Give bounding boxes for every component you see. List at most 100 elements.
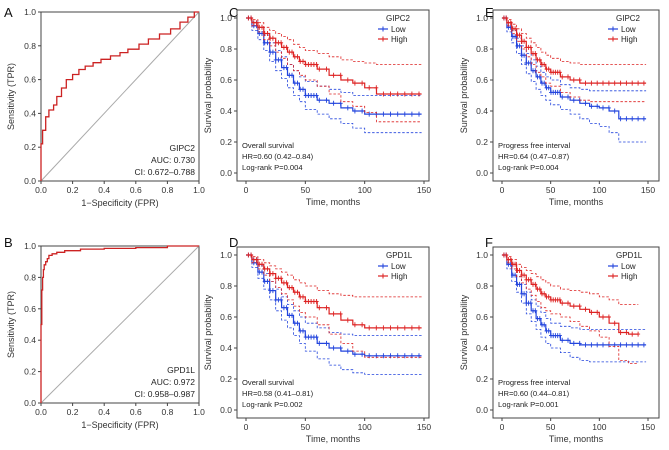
auc-label: AUC: 0.972 bbox=[151, 377, 195, 387]
ci-label: CI: 0.958–0.987 bbox=[135, 389, 196, 399]
plot-frame bbox=[236, 9, 430, 182]
high-censor-mark bbox=[522, 38, 527, 44]
low-censor-mark bbox=[409, 111, 414, 117]
y-axis-title: Sensitivity (TPR) bbox=[6, 291, 16, 358]
low-censor-mark bbox=[612, 108, 617, 114]
low-ci-lower bbox=[246, 254, 422, 375]
high-censor-mark bbox=[533, 281, 538, 287]
high-censor-mark bbox=[508, 20, 513, 26]
high-censor-mark bbox=[317, 66, 322, 72]
high-ci-upper bbox=[502, 254, 639, 305]
y-tick-label: 0.4 bbox=[220, 343, 232, 353]
y-tick-label: 0.2 bbox=[220, 137, 232, 147]
y-axis-title: Survival probability bbox=[459, 294, 469, 370]
stat-annotation: Log-rank P=0.001 bbox=[498, 400, 559, 409]
low-censor-mark bbox=[402, 353, 407, 359]
high-censor-mark bbox=[577, 77, 582, 83]
x-tick-label: 0 bbox=[500, 185, 505, 195]
high-censor-mark bbox=[260, 261, 264, 267]
low-censor-mark bbox=[560, 337, 565, 343]
high-censor-mark bbox=[270, 271, 275, 277]
high-censor-mark bbox=[290, 49, 294, 55]
high-censor-mark bbox=[265, 266, 270, 272]
high-censor-mark bbox=[504, 15, 509, 21]
x-tick-label: 100 bbox=[592, 422, 606, 432]
high-censor-mark bbox=[589, 80, 594, 86]
legend-label-low: Low bbox=[621, 262, 636, 271]
low-censor-mark bbox=[331, 100, 336, 106]
x-tick-label: 0.4 bbox=[98, 185, 110, 195]
high-censor-mark bbox=[381, 91, 386, 97]
y-tick-label: 0.0 bbox=[24, 398, 36, 408]
x-tick-label: 100 bbox=[358, 185, 372, 195]
high-censor-mark bbox=[528, 44, 533, 50]
low-censor-mark bbox=[589, 342, 594, 348]
auc-label: AUC: 0.730 bbox=[151, 155, 195, 165]
low-censor-mark bbox=[317, 97, 322, 103]
low-censor-mark bbox=[314, 334, 319, 340]
low-censor-mark bbox=[546, 85, 551, 91]
high-censor-mark bbox=[409, 91, 414, 97]
x-tick-label: 0.8 bbox=[161, 407, 173, 417]
stat-annotation: Log-rank P=0.002 bbox=[242, 400, 303, 409]
y-tick-label: 0.8 bbox=[476, 44, 488, 54]
y-tick-label: 0.6 bbox=[476, 312, 488, 322]
low-censor-mark bbox=[352, 351, 357, 357]
high-ci-lower bbox=[502, 254, 639, 364]
low-censor-mark bbox=[324, 340, 329, 346]
low-survival-curve bbox=[502, 17, 647, 120]
low-censor-mark bbox=[571, 97, 576, 103]
x-tick-label: 1.0 bbox=[193, 185, 205, 195]
legend-swatch-cross bbox=[381, 36, 385, 42]
low-censor-mark bbox=[560, 94, 565, 100]
y-tick-label: 0.8 bbox=[24, 272, 36, 282]
high-censor-mark bbox=[601, 314, 605, 320]
low-censor-mark bbox=[630, 116, 635, 122]
km-panel-F: F 0 50 100 150 0.0 0.2 0.4 0.6 0.8 1.0 Time, months… bbox=[459, 235, 660, 444]
legend-label-high: High bbox=[621, 35, 637, 44]
low-censor-mark bbox=[345, 348, 350, 354]
low-censor-mark bbox=[517, 281, 522, 287]
y-tick-label: 1.0 bbox=[220, 250, 232, 260]
y-tick-label: 0.6 bbox=[24, 304, 36, 314]
low-censor-mark bbox=[533, 308, 538, 314]
high-censor-mark bbox=[331, 72, 336, 78]
high-censor-mark bbox=[571, 77, 576, 83]
x-tick-label: 0 bbox=[500, 422, 505, 432]
y-tick-label: 0.6 bbox=[476, 75, 488, 85]
plot-frame bbox=[492, 9, 660, 182]
low-censor-mark bbox=[402, 111, 407, 117]
high-censor-mark bbox=[367, 85, 372, 91]
low-censor-mark bbox=[636, 342, 641, 348]
low-censor-mark bbox=[301, 86, 305, 92]
high-censor-mark bbox=[381, 325, 386, 331]
low-censor-mark bbox=[284, 305, 289, 311]
stat-annotation: HR=0.60 (0.44–0.81) bbox=[498, 389, 570, 398]
legend-title: GPD1L bbox=[386, 251, 413, 260]
y-tick-label: 0.2 bbox=[476, 374, 488, 384]
high-censor-mark bbox=[636, 80, 641, 86]
high-censor-mark bbox=[557, 297, 562, 303]
stat-annotation: Log-rank P=0.004 bbox=[242, 163, 303, 172]
low-censor-mark bbox=[279, 57, 284, 63]
low-ci-lower bbox=[502, 17, 647, 143]
high-censor-mark bbox=[374, 85, 379, 91]
high-censor-mark bbox=[249, 252, 254, 258]
panel-letter: F bbox=[485, 235, 493, 250]
high-censor-mark bbox=[624, 330, 629, 335]
high-censor-mark bbox=[577, 303, 582, 309]
y-tick-label: 0.2 bbox=[220, 374, 232, 384]
high-censor-mark bbox=[618, 330, 623, 335]
low-censor-mark bbox=[314, 93, 319, 98]
low-censor-mark bbox=[595, 103, 600, 109]
ci-label: CI: 0.672–0.788 bbox=[135, 167, 196, 177]
high-censor-mark bbox=[595, 80, 600, 86]
y-tick-label: 0.8 bbox=[220, 44, 232, 54]
high-censor-mark bbox=[630, 331, 635, 337]
high-censor-mark bbox=[331, 311, 336, 317]
legend-label-low: Low bbox=[391, 25, 406, 34]
high-censor-mark bbox=[560, 300, 565, 306]
y-tick-label: 0.6 bbox=[220, 75, 232, 85]
y-tick-label: 1.0 bbox=[220, 13, 232, 23]
low-ci-upper bbox=[502, 17, 647, 92]
